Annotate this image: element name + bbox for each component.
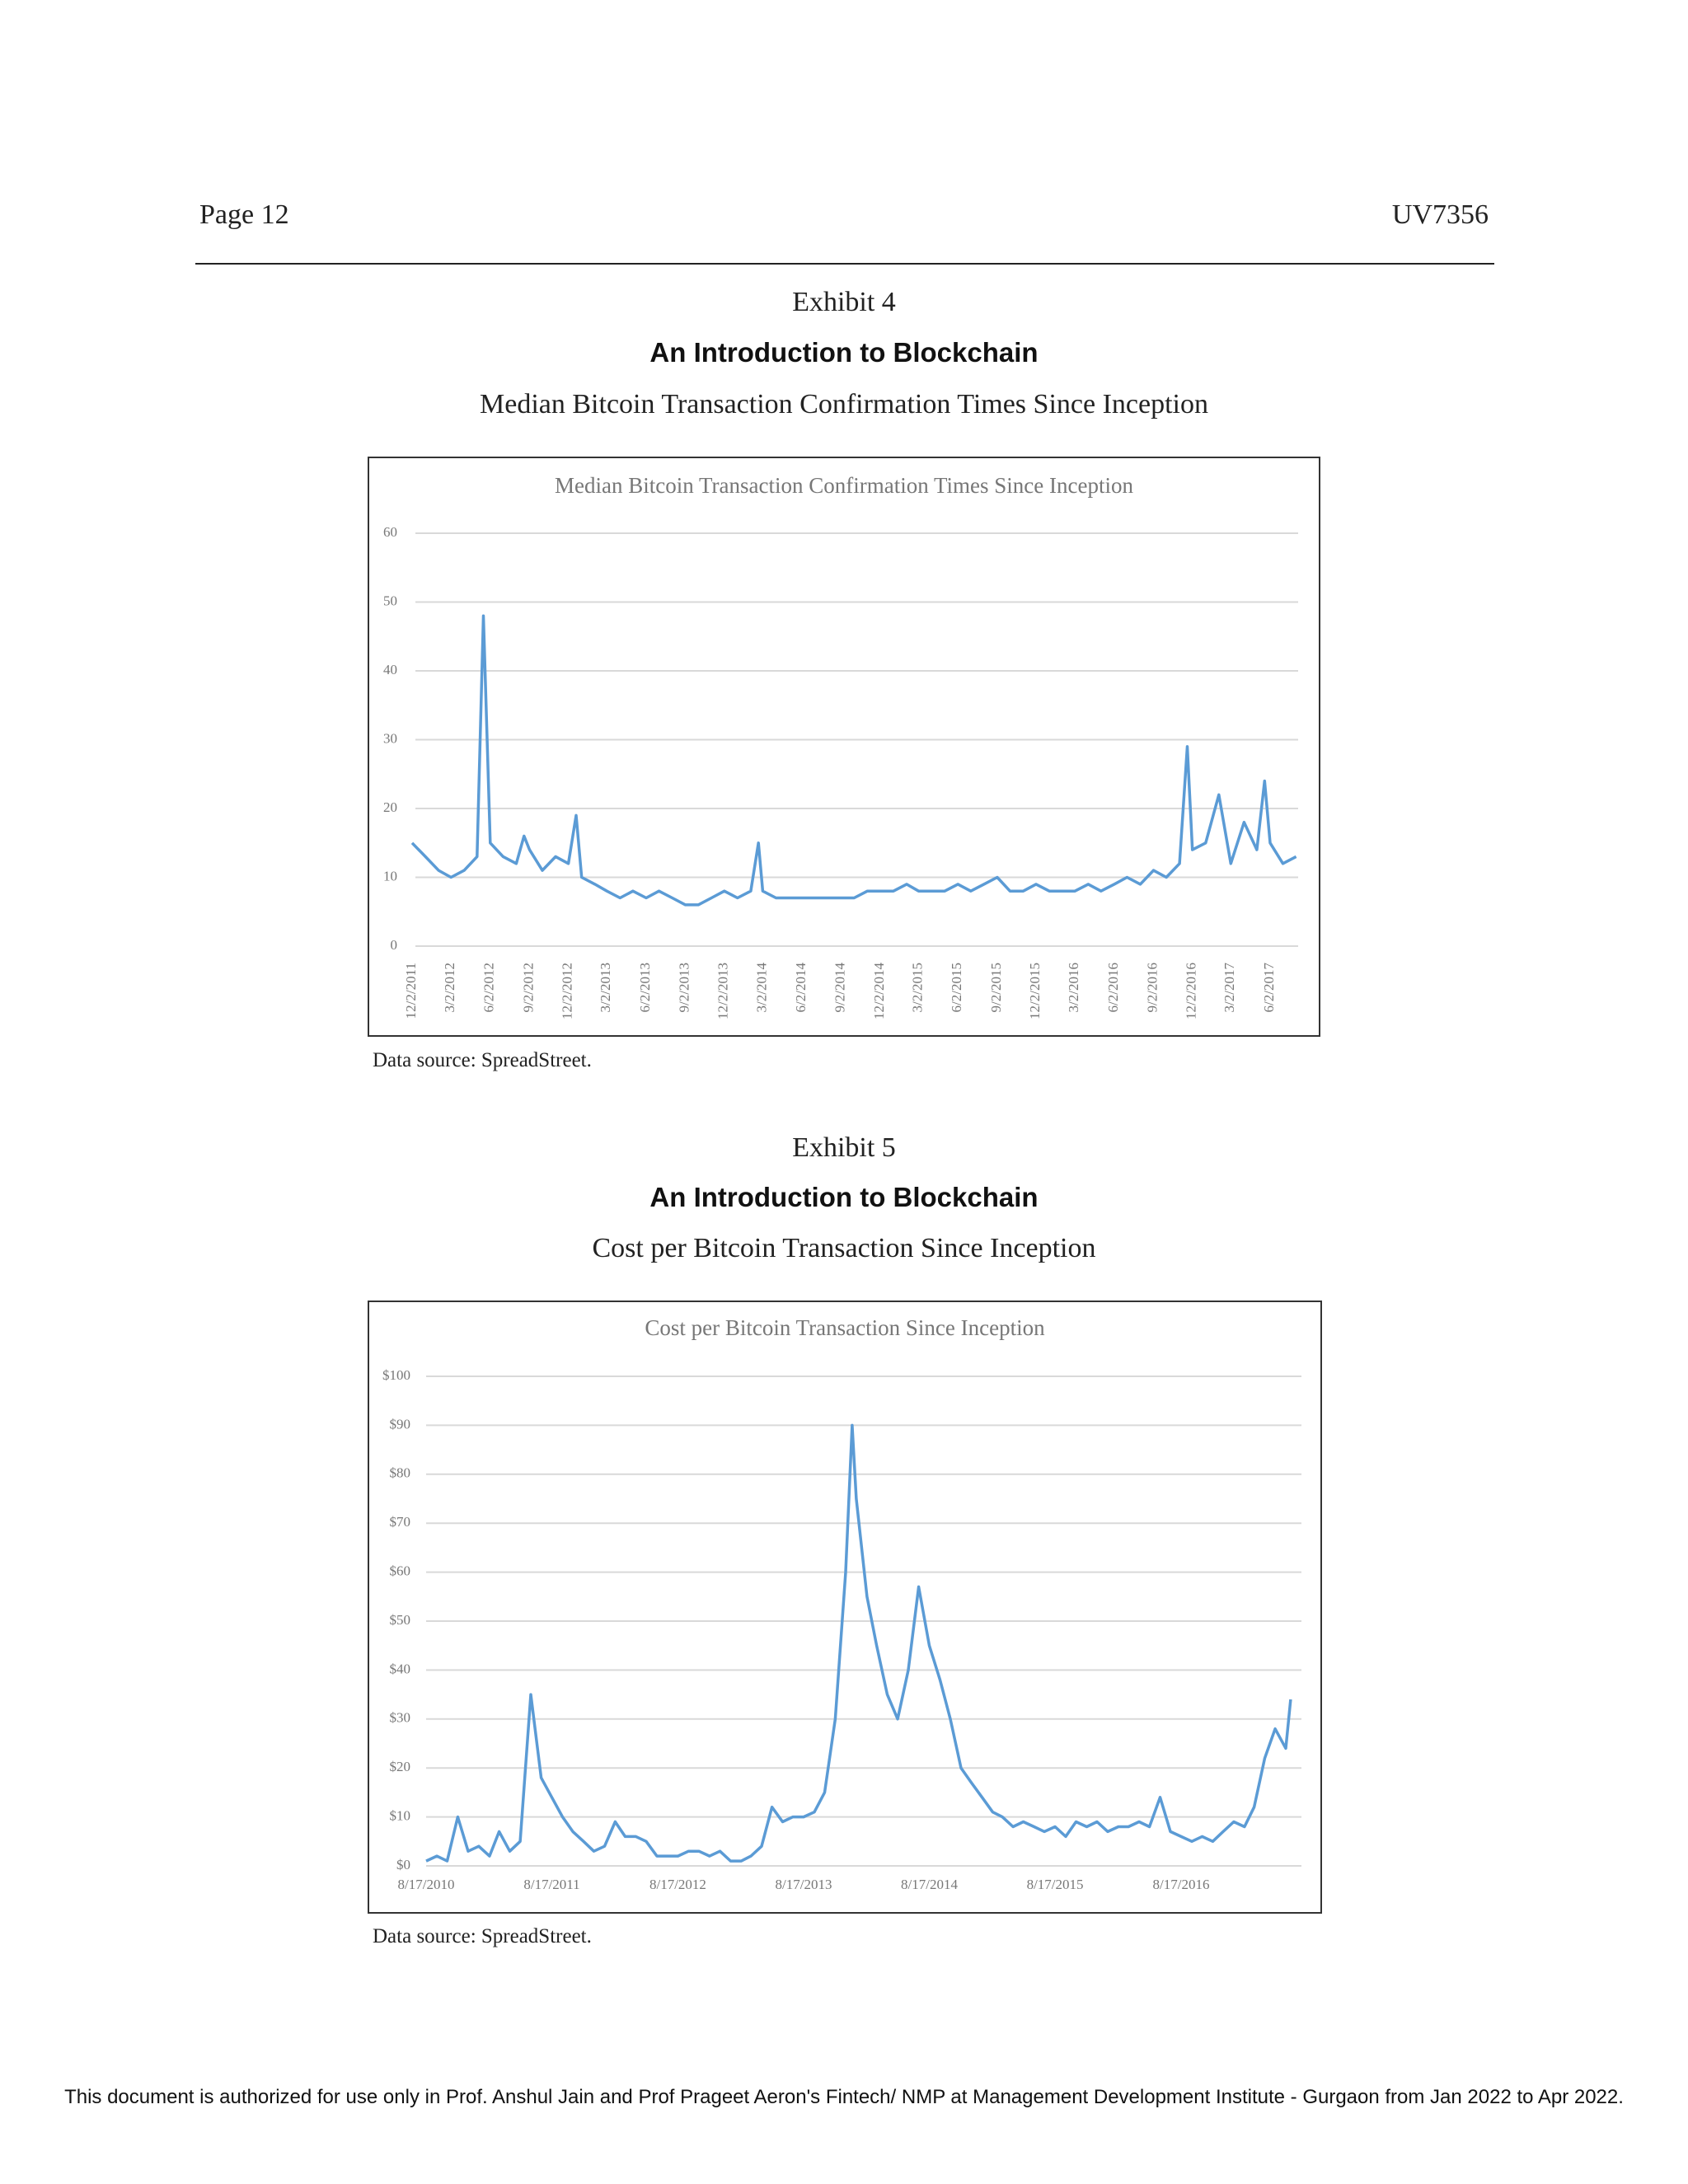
exhibit-label: Exhibit 4 (792, 287, 896, 317)
x-tick-label: 9/2/2013 (677, 963, 692, 1012)
x-tick-label: 12/2/2013 (715, 963, 731, 1019)
y-tick-label: $70 (390, 1514, 411, 1530)
x-tick-label: 9/2/2016 (1144, 963, 1160, 1012)
y-tick-label: 20 (383, 799, 397, 815)
x-tick-label: 6/2/2012 (481, 963, 497, 1012)
y-tick-label: 30 (383, 730, 397, 746)
x-tick-label: 3/2/2013 (598, 963, 613, 1012)
x-tick-label: 9/2/2015 (988, 963, 1004, 1012)
x-tick-label: 3/2/2014 (753, 963, 769, 1013)
y-tick-label: 50 (383, 593, 397, 608)
x-tick-label: 8/17/2014 (901, 1877, 958, 1892)
x-tick-label: 3/2/2012 (442, 963, 457, 1012)
x-tick-label: 6/2/2013 (637, 963, 653, 1012)
x-tick-label: 3/2/2015 (909, 963, 925, 1012)
x-tick-label: 8/17/2013 (776, 1877, 832, 1892)
y-tick-label: 60 (383, 524, 397, 540)
y-tick-label: $20 (390, 1759, 411, 1774)
data-line (425, 1423, 1292, 1863)
header-rule (195, 263, 1494, 265)
x-tick-label: 8/17/2015 (1027, 1877, 1084, 1892)
y-tick-label: 40 (383, 662, 397, 677)
x-tick-label: 3/2/2017 (1221, 963, 1237, 1013)
y-tick-label: 10 (383, 868, 397, 883)
x-tick-label: 6/2/2014 (793, 963, 809, 1013)
x-tick-label: 8/17/2012 (649, 1877, 706, 1892)
footer-notice: This document is authorized for use only… (64, 2086, 1624, 2108)
x-tick-label: 3/2/2016 (1066, 963, 1081, 1012)
y-tick-label: $0 (396, 1857, 410, 1872)
x-tick-label: 9/2/2014 (832, 963, 848, 1013)
x-tick-label: 6/2/2016 (1105, 963, 1121, 1012)
y-tick-label: $100 (382, 1367, 410, 1383)
x-tick-label: 12/2/2016 (1184, 963, 1199, 1019)
x-tick-label: 12/2/2014 (871, 963, 887, 1019)
exhibit-heading: An Introduction to Blockchain (649, 337, 1039, 368)
x-tick-label: 8/17/2011 (523, 1877, 579, 1892)
exhibit-subtitle: Cost per Bitcoin Transaction Since Incep… (592, 1233, 1096, 1263)
x-tick-label: 8/17/2016 (1153, 1877, 1210, 1892)
y-tick-label: $90 (390, 1416, 411, 1432)
exhibit-subtitle: Median Bitcoin Transaction Confirmation … (480, 389, 1208, 419)
x-tick-label: 12/2/2011 (403, 963, 419, 1019)
chart-frame: Cost per Bitcoin Transaction Since Incep… (368, 1301, 1322, 1914)
x-tick-label: 9/2/2012 (520, 963, 536, 1012)
x-tick-label: 8/17/2010 (398, 1877, 455, 1892)
x-tick-label: 6/2/2015 (949, 963, 964, 1012)
exhibit-heading: An Introduction to Blockchain (649, 1182, 1039, 1212)
exhibit-label: Exhibit 5 (792, 1132, 896, 1163)
data-source: Data source: SpreadStreet. (373, 1925, 592, 1947)
y-tick-label: $80 (390, 1465, 411, 1481)
data-source: Data source: SpreadStreet. (373, 1049, 592, 1071)
y-tick-label: $30 (390, 1710, 411, 1726)
y-tick-label: $60 (390, 1563, 411, 1579)
y-tick-label: 0 (391, 937, 398, 953)
y-tick-label: $40 (390, 1661, 411, 1676)
document-code: UV7356 (1391, 199, 1489, 230)
chart-title: Median Bitcoin Transaction Confirmation … (555, 473, 1133, 498)
x-tick-label: 12/2/2015 (1027, 963, 1043, 1019)
chart-frame: Median Bitcoin Transaction Confirmation … (368, 457, 1320, 1037)
y-tick-label: $50 (390, 1612, 411, 1628)
chart: Cost per Bitcoin Transaction Since Incep… (382, 1315, 1301, 1892)
x-tick-label: 12/2/2012 (560, 963, 575, 1019)
chart-title: Cost per Bitcoin Transaction Since Incep… (645, 1315, 1045, 1340)
page-number: Page 12 (199, 199, 289, 230)
y-tick-label: $10 (390, 1808, 411, 1824)
chart: Median Bitcoin Transaction Confirmation … (383, 473, 1298, 1019)
x-tick-label: 6/2/2017 (1261, 963, 1277, 1013)
data-line (410, 614, 1297, 907)
